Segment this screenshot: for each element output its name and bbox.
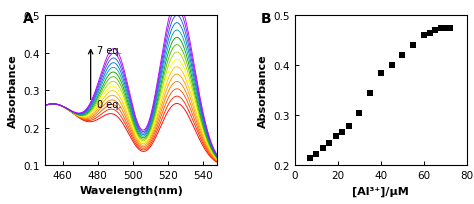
Point	[306, 156, 314, 160]
Y-axis label: Absorbance: Absorbance	[258, 54, 268, 128]
Point	[325, 141, 333, 144]
Point	[366, 92, 374, 95]
Point	[446, 28, 454, 31]
Point	[388, 64, 395, 68]
Point	[319, 147, 327, 150]
Point	[442, 27, 449, 30]
Text: 7 eq.: 7 eq.	[97, 46, 121, 56]
Point	[338, 130, 346, 134]
Text: B: B	[260, 12, 271, 26]
Text: A: A	[23, 12, 33, 26]
Y-axis label: Absorbance: Absorbance	[8, 54, 18, 128]
X-axis label: [Al³⁺]/μM: [Al³⁺]/μM	[353, 186, 409, 196]
Point	[409, 44, 417, 48]
Point	[332, 135, 339, 138]
X-axis label: Wavelength(nm): Wavelength(nm)	[79, 186, 183, 195]
Point	[377, 72, 384, 75]
Point	[431, 30, 438, 33]
Point	[345, 125, 352, 128]
Point	[420, 34, 428, 38]
Point	[427, 32, 434, 35]
Text: 0 eq.: 0 eq.	[97, 100, 121, 110]
Point	[312, 152, 320, 155]
Point	[399, 54, 406, 58]
Point	[356, 111, 363, 115]
Point	[438, 28, 445, 31]
